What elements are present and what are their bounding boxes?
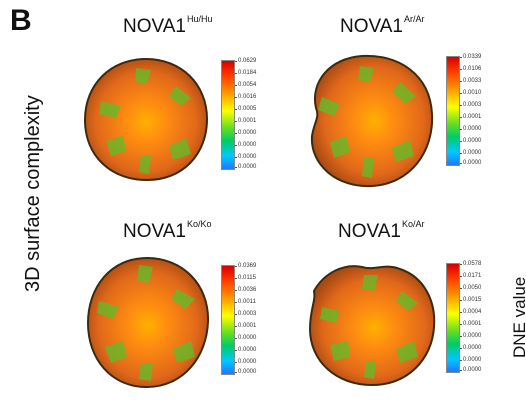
tick-label: 0.0001 [234,118,257,124]
green-patches [97,265,195,381]
tick-label: 0.0115 [235,275,256,281]
organoid-panel-ar-ar: NOVA1Ar/Ar 0.0339 0.0106 0.0033 0.0010 0… [300,12,500,202]
tick-label: 0.0000 [234,164,257,170]
colorbar [446,56,460,166]
green-patches [320,275,418,379]
tick-label: 0.0106 [459,66,482,72]
tick-label: 0.0369 [234,263,257,269]
tick-label: 0.0011 [235,299,256,305]
organoid-panel-hu-hu: NOVA1Hu/Hu 0.0629 0.0184 0.0054 0.0016 0… [75,12,275,202]
panel-letter: B [10,4,32,37]
tick-label: 0.0000 [234,142,257,148]
organoid-panel-ko-ko: NOVA1Ko/Ko 0.0369 0.0115 0.0036 0.0011 0… [75,215,275,405]
tick-label: 0.0050 [459,285,482,291]
tick-label: 0.0004 [459,309,482,315]
tick-label: 0.0000 [234,154,257,160]
surface-render [83,57,209,182]
tick-label: 0.0033 [459,78,482,84]
tick-label: 0.0000 [459,333,482,339]
tick-label: 0.0016 [234,94,257,100]
tick-label: 0.0000 [459,150,482,156]
y-axis-label: 3D surface complexity [22,95,44,292]
tick-label: 0.0000 [234,130,257,136]
tick-label: 0.0000 [234,347,257,353]
tick-label: 0.0629 [234,58,257,64]
colorbar-label: DNE value [510,276,526,358]
surface-render [86,256,210,389]
panel-title: NOVA1Ko/Ko [123,219,212,242]
tick-label: 0.0005 [234,106,257,112]
tick-label: 0.0036 [234,287,257,293]
tick-label: 0.0000 [234,359,257,365]
tick-label: 0.0000 [459,126,482,132]
tick-label: 0.0184 [234,70,257,76]
green-patches [99,68,191,174]
tick-label: 0.0054 [234,82,257,88]
surface-render [310,54,434,188]
tick-label: 0.0578 [459,261,482,267]
tick-label: 0.0001 [459,114,482,120]
organoid-panel-ko-ar: NOVA1Ko/Ar 0.0578 0.0171 0.0050 0.0015 0… [300,215,500,405]
tick-label: 0.0000 [459,367,482,373]
panel-title: NOVA1Ko/Ar [338,219,425,242]
tick-label: 0.0000 [459,138,482,144]
tick-label: 0.0000 [459,357,482,363]
tick-label: 0.0000 [459,160,482,166]
panel-title: NOVA1Hu/Hu [123,14,213,37]
panel-title: NOVA1Ar/Ar [340,14,425,37]
tick-label: 0.0001 [459,321,482,327]
colorbar [221,60,235,170]
green-patches [318,66,416,178]
colorbar [221,265,235,375]
tick-label: 0.0171 [459,273,482,279]
tick-label: 0.0000 [459,345,482,351]
tick-label: 0.0003 [234,311,257,317]
tick-label: 0.0000 [234,369,257,375]
tick-label: 0.0010 [459,90,482,96]
tick-label: 0.0000 [234,335,257,341]
tick-label: 0.0015 [459,297,482,303]
tick-label: 0.0001 [234,323,257,329]
surface-render [308,265,436,387]
colorbar [446,263,460,373]
tick-label: 0.0003 [459,102,482,108]
tick-label: 0.0339 [459,54,482,60]
